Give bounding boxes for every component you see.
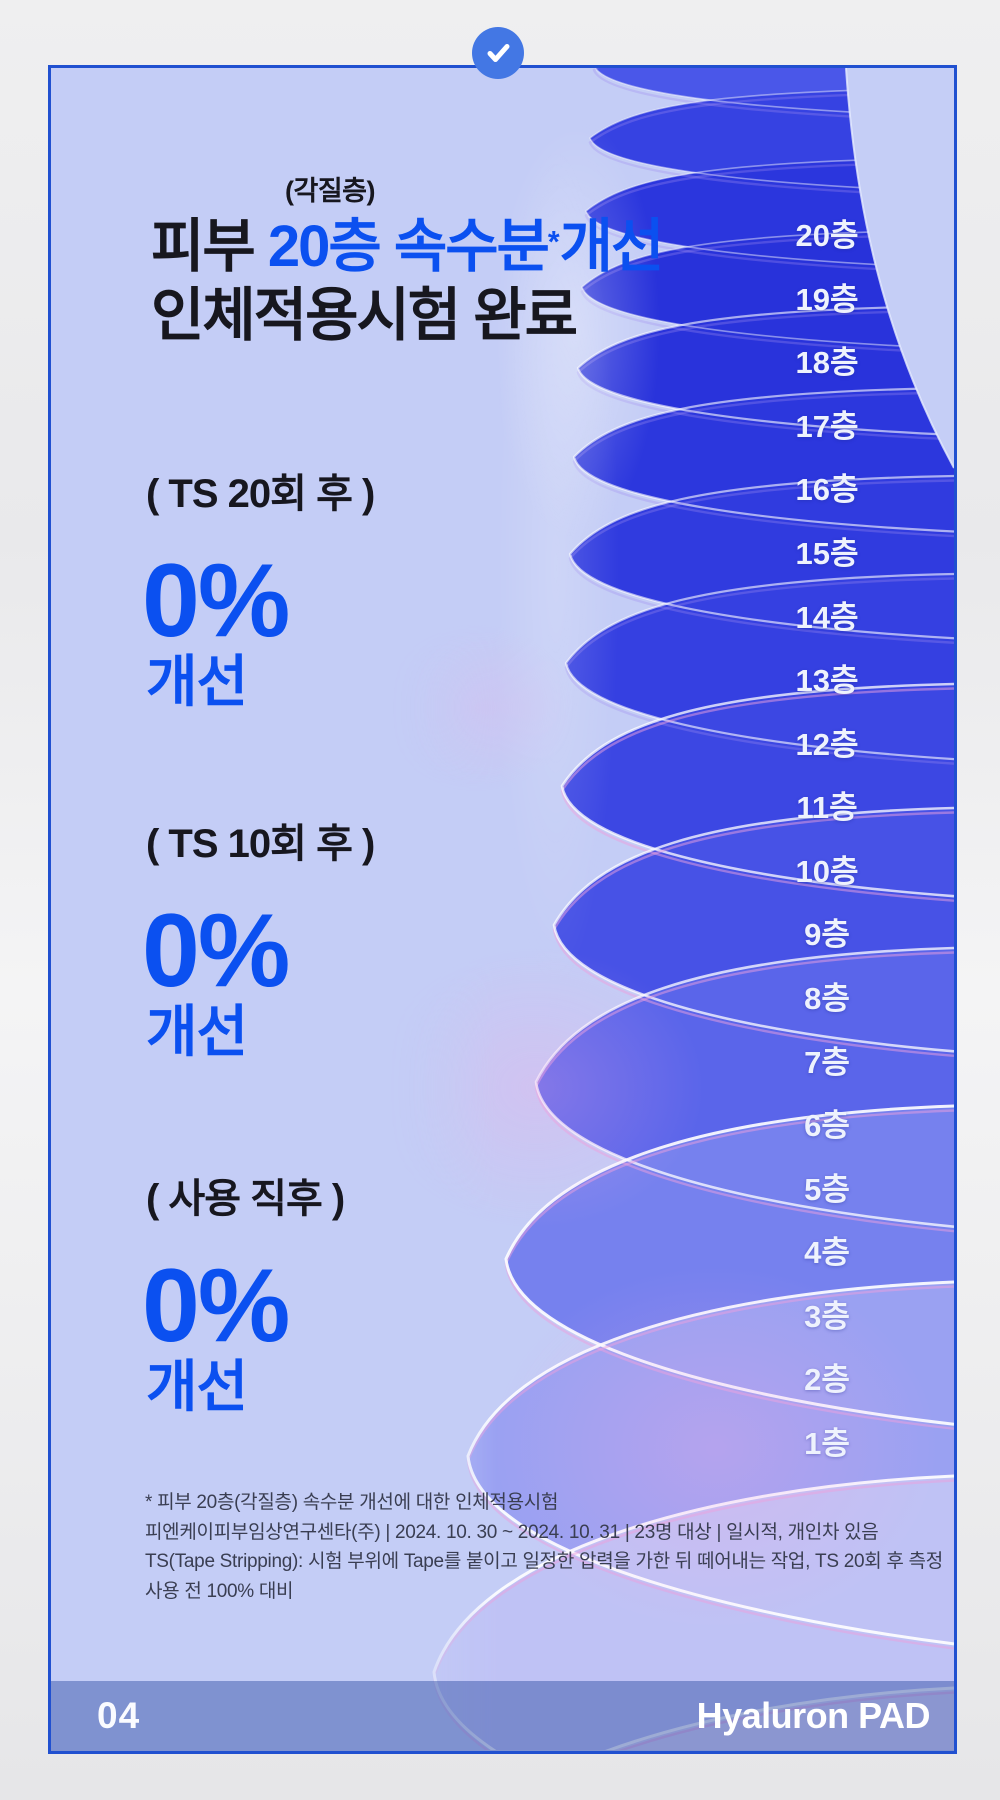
layer-label-7: 7층 xyxy=(804,1045,850,1080)
title-line-1: 피부 20층 속수분*개선 xyxy=(151,208,665,281)
layer-label-4: 4층 xyxy=(804,1235,850,1270)
layer-label-14: 14층 xyxy=(795,600,859,635)
footer-bar: 04 Hyaluron PAD xyxy=(51,1681,954,1751)
layer-label-6: 6층 xyxy=(804,1108,850,1143)
check-icon xyxy=(487,44,510,62)
check-badge xyxy=(472,27,524,79)
layer-label-9: 9층 xyxy=(804,917,850,952)
layer-label-2: 2층 xyxy=(804,1362,850,1397)
layer-label-20: 20층 xyxy=(795,218,859,253)
title-line-2: 인체적용시험 완료 xyxy=(151,283,578,348)
layered-pads-svg xyxy=(386,68,954,1750)
footnotes: * 피부 20층(각질층) 속수분 개선에 대한 인체적용시험 피엔케이피부임상… xyxy=(145,1488,943,1606)
result-ts10-label: 개선 xyxy=(146,1000,248,1063)
title-prefix: 피부 xyxy=(151,214,268,279)
layer-label-13: 13층 xyxy=(795,663,859,698)
result-ts10: ( TS 10회 후 ) 0% 개선 xyxy=(142,820,375,1063)
result-ts20: ( TS 20회 후 ) 0% 개선 xyxy=(142,470,375,713)
result-immediate-label: 개선 xyxy=(146,1355,248,1418)
layer-label-11: 11층 xyxy=(796,790,858,825)
title-highlight: 20층 속수분 xyxy=(267,214,550,279)
layer-label-15: 15층 xyxy=(795,536,859,571)
content-card: (각질층) 피부 20층 속수분*개선 인체적용시험 완료 ( TS 20회 후… xyxy=(48,65,957,1754)
layer-label-19: 19층 xyxy=(795,282,859,317)
layer-label-3: 3층 xyxy=(804,1299,850,1334)
title-block: (각질층) 피부 20층 속수분*개선 인체적용시험 완료 xyxy=(151,174,665,350)
page-number: 04 xyxy=(97,1695,141,1736)
result-ts10-value: 0% xyxy=(142,893,290,1009)
layer-label-5: 5층 xyxy=(804,1172,850,1207)
layer-label-1: 1층 xyxy=(804,1426,850,1461)
footnote-line-4: 사용 전 100% 대비 xyxy=(145,1580,294,1602)
result-immediate-condition: ( 사용 직후 ) xyxy=(146,1177,345,1221)
result-ts20-label: 개선 xyxy=(146,650,248,713)
result-ts20-condition: ( TS 20회 후 ) xyxy=(146,472,375,516)
layer-label-8: 8층 xyxy=(804,981,850,1016)
title-asterisk: * xyxy=(547,226,560,259)
result-ts20-value: 0% xyxy=(142,543,290,659)
layer-label-16: 16층 xyxy=(795,472,859,507)
layer-label-17: 17층 xyxy=(795,409,859,444)
footnote-line-1: * 피부 20층(각질층) 속수분 개선에 대한 인체적용시험 xyxy=(145,1492,559,1513)
title-annotation: (각질층) xyxy=(285,176,376,206)
result-immediate: ( 사용 직후 ) 0% 개선 xyxy=(142,1175,345,1418)
layer-label-18: 18층 xyxy=(795,345,859,380)
footnote-line-2: 피엔케이피부임상연구센타(주) | 2024. 10. 30 ~ 2024. 1… xyxy=(145,1521,879,1543)
footnote-line-3: TS(Tape Stripping): 시험 부위에 Tape를 붙이고 일정한… xyxy=(145,1551,943,1572)
result-ts10-condition: ( TS 10회 후 ) xyxy=(146,822,375,866)
layer-label-12: 12층 xyxy=(795,727,859,762)
layer-label-10: 10층 xyxy=(795,854,859,889)
title-highlight-2: 개선 xyxy=(559,214,665,279)
brand-name: Hyaluron PAD xyxy=(696,1695,931,1736)
result-immediate-value: 0% xyxy=(142,1248,290,1364)
layered-pads-artwork xyxy=(386,68,954,1751)
